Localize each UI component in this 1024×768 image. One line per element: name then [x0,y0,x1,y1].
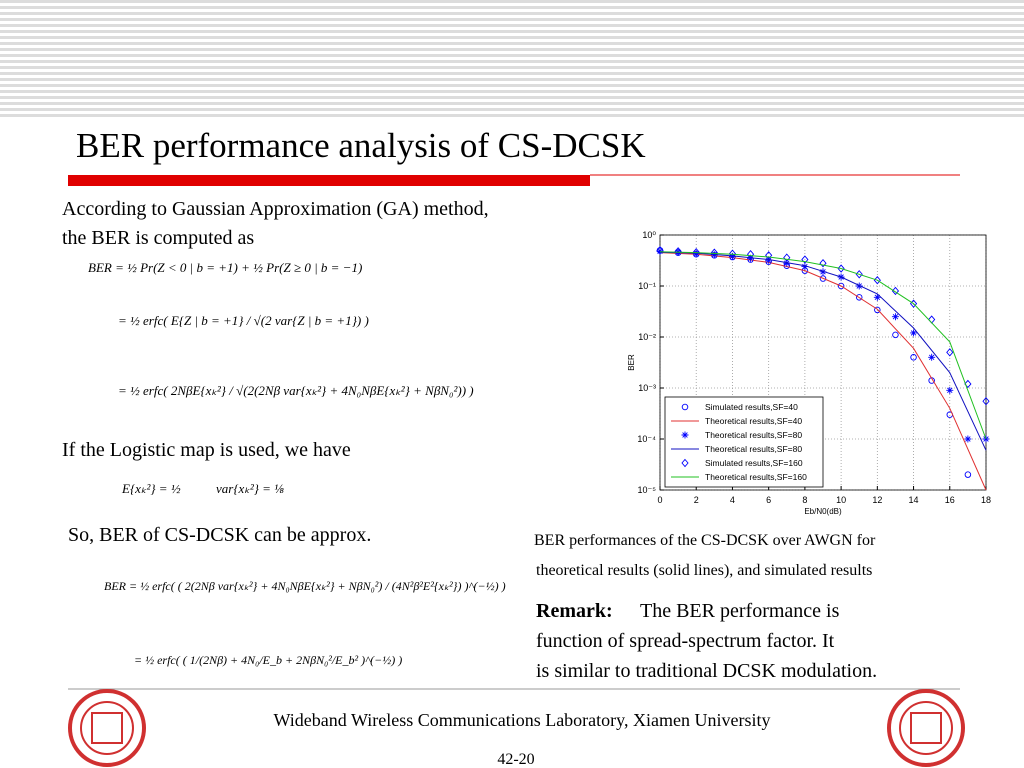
marker [982,397,990,406]
marker [765,256,773,264]
y-tick-label: 10⁻² [638,332,656,342]
marker [692,248,700,257]
marker [681,403,689,411]
y-axis-label: BER [627,354,636,371]
remark-label: Remark: [536,600,613,622]
marker [964,379,972,389]
equation: BER = ½ erfc( ( 2(2Nβ var{xₖ²} + 4N₀NβE{… [104,579,506,593]
marker [837,264,845,273]
series-line [659,251,987,440]
marker [910,329,918,337]
marker [964,471,972,478]
marker [728,252,736,260]
series-line [659,251,987,451]
x-tick-label: 14 [909,495,919,505]
intro-line: According to Gaussian Approximation (GA)… [62,198,489,220]
intro-line: the BER is computed as [62,227,254,249]
marker [801,255,809,264]
footer: Wideband Wireless Communications Laborat… [274,710,771,730]
marker [681,431,689,439]
marker [891,313,899,321]
marker [819,259,827,268]
marker [964,435,972,443]
equation: var{xₖ²} = ⅛ [216,481,284,496]
legend-entry: Theoretical results,SF=40 [705,416,802,426]
x-tick-label: 6 [766,495,771,505]
y-tick-label: 10⁻⁵ [638,485,657,495]
legend-entry: Simulated results,SF=40 [705,402,798,412]
equation: = ½ erfc( ( 1/(2Nβ) + 4N₀/E_b + 2NβN₀²/E… [134,653,402,667]
logo [887,689,965,767]
marker [746,250,755,259]
marker [681,458,689,468]
legend-entry: Theoretical results,SF=160 [705,472,807,482]
x-tick-label: 2 [694,495,699,505]
marker [928,353,936,361]
caption: theoretical results (solid lines), and s… [536,562,872,579]
marker [946,348,954,357]
y-tick-label: 10⁰ [642,230,656,240]
marker [656,247,664,255]
legend-box [664,396,824,488]
x-tick-label: 8 [802,495,807,505]
marker [910,354,917,361]
y-tick-label: 10⁻¹ [638,281,656,291]
page-number: 42-20 [497,751,534,768]
marker [783,253,791,262]
y-tick-label: 10⁻⁴ [637,434,656,444]
marker [728,249,737,258]
marker [692,250,700,258]
x-tick-label: 0 [657,495,662,505]
marker [946,386,954,394]
x-tick-label: 18 [981,495,991,505]
marker [873,293,881,301]
marker [674,247,682,256]
x-tick-label: 16 [945,495,955,505]
marker [855,270,863,279]
equation: E{xₖ²} = ½ [121,481,181,496]
caption: BER performances of the CS-DCSK over AWG… [534,532,876,549]
remark-line: function of spread-spectrum factor. It [536,630,835,652]
marker [837,282,845,290]
title-bar [68,175,590,186]
remark-line: is similar to traditional DCSK modulatio… [536,660,877,682]
remark-line: The BER performance is [640,600,840,622]
marker [855,294,863,301]
x-tick-label: 10 [836,495,846,505]
approx-intro: So, BER of CS-DCSK can be approx. [68,524,371,546]
x-axis-label: Eb/N0(dB) [804,507,842,516]
marker [892,331,899,339]
striped-header [0,0,1024,118]
marker [710,248,718,257]
marker [819,275,827,282]
legend-entry: Simulated results,SF=160 [705,458,803,468]
marker [801,263,809,271]
logistic-intro: If the Logistic map is used, we have [62,439,351,461]
equation: BER = ½ Pr(Z < 0 | b = +1) + ½ Pr(Z ≥ 0 … [88,260,362,275]
legend-entry: Theoretical results,SF=80 [705,430,802,440]
equation: = ½ erfc( E{Z | b = +1} / √(2 var{Z | b … [118,313,369,328]
y-tick-label: 10⁻³ [638,383,656,393]
marker [874,306,881,314]
chart: 0 2 4 6 8 10 12 14 16 18 10⁰ 10⁻¹ 10⁻² 10⁻³ 10⁻⁴ 10⁻⁵ Eb… [627,230,991,516]
x-tick-label: 4 [730,495,735,505]
marker [783,259,791,267]
x-tick-label: 12 [872,495,882,505]
slide-title: BER performance analysis of CS-DCSK [76,126,646,165]
equation: = ½ erfc( 2NβE{xₖ²} / √(2(2Nβ var{xₖ²} +… [118,383,474,398]
marker [656,246,664,255]
legend-entry: Theoretical results,SF=80 [705,444,802,454]
marker [891,286,900,296]
marker [765,251,773,260]
logo [68,689,146,767]
plot-frame [659,234,987,491]
